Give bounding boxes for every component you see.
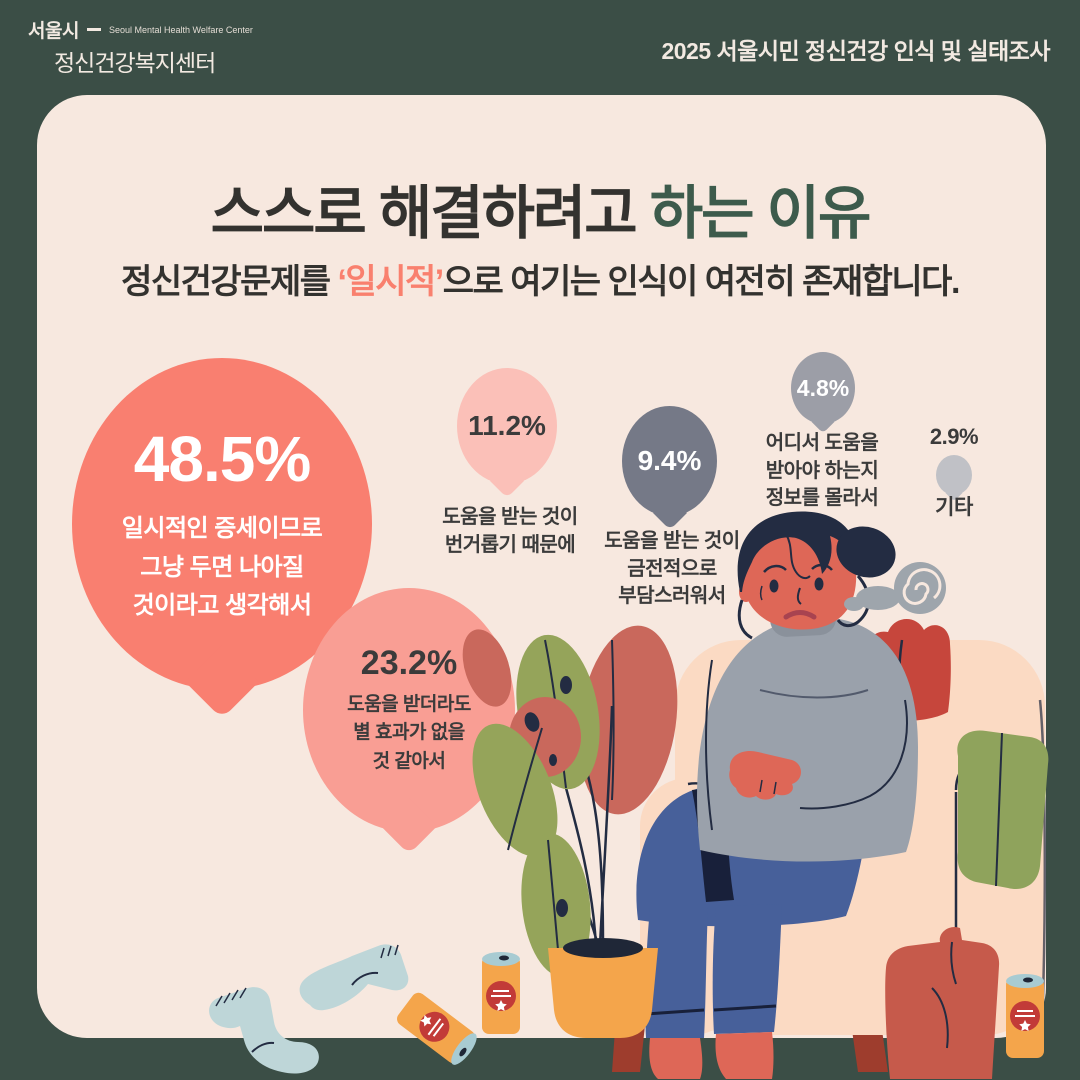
subtitle-post: 으로 여기는 인식이 여전히 존재합니다. (442, 263, 961, 301)
bubble-value: 48.5% (133, 422, 311, 495)
subtitle-pre: 정신건강문제를 (121, 263, 338, 301)
subtitle-highlight: ‘일시적’ (337, 263, 444, 301)
logo-org-text: 정신건강복지센터 (54, 50, 216, 76)
bubble-value: 9.4% (637, 445, 702, 476)
bubble-value: 11.2% (468, 410, 546, 441)
logo-english-text: Seoul Mental Health Welfare Center (108, 24, 253, 35)
title-green: 하는 이유 (635, 181, 872, 246)
label-line: 금전적으로 (627, 557, 717, 580)
label-line: 어디서 도움을 (765, 432, 879, 454)
bubble-9-4-label: 도움을 받는 것이 금전적으로 부담스러워서 (587, 528, 757, 611)
bubble-4-8-label: 어디서 도움을 받아야 하는지 정보를 몰라서 (737, 430, 907, 513)
bubble-value: 23.2% (360, 643, 458, 682)
page-subtitle: 정신건강문제를 ‘일시적’으로 여기는 인식이 여전히 존재합니다. (0, 254, 1080, 303)
survey-title: 2025 서울시민 정신건강 인식 및 실태조사 (661, 38, 1050, 64)
label-line: 부담스러워서 (618, 585, 726, 608)
label-line: 도움을 받는 것이 (604, 530, 740, 552)
bubble-value: 4.8% (796, 374, 850, 401)
bubble-11-2-percent: 11.2% (457, 368, 557, 498)
bubble-label-line: 일시적인 증세이므로 (121, 514, 323, 542)
bubble-23-2-percent: 23.2% 도움을 받더라도 별 효과가 없을 것 같아서 (303, 588, 515, 855)
bubble-4-8-percent: 4.8% (791, 352, 855, 434)
logo-city-text: 서울시 (28, 21, 79, 42)
label-line: 도움을 받는 것이 (442, 506, 578, 528)
bubble-48-5-percent: 48.5% 일시적인 증세이므로 그냥 두면 나아질 것이라고 생각해서 (72, 358, 372, 719)
bubble-9-4-percent: 9.4% (622, 406, 717, 530)
title-black: 스스로 해결하려고 (210, 181, 638, 246)
bubble-label-line: 것 같아서 (372, 750, 446, 772)
bubble-2-9-value: 2.9% (929, 424, 979, 449)
label-line: 받아야 하는지 (765, 459, 879, 482)
bubble-label-line: 도움을 받더라도 (347, 693, 471, 715)
bubble-label-line: 별 효과가 없을 (353, 722, 465, 744)
label-line: 번거롭기 때문에 (444, 533, 576, 556)
bubble-2-9-label: 기타 (935, 496, 973, 519)
right-foot (715, 1032, 774, 1079)
bubble-11-2-label: 도움을 받는 것이 번거롭기 때문에 (425, 504, 595, 559)
page-title: 스스로 해결하려고 하는 이유 (0, 166, 1080, 250)
org-logo: 서울시 Seoul Mental Health Welfare Center 정… (28, 16, 253, 78)
label-line: 정보를 몰라서 (765, 487, 879, 510)
logo-dash (86, 28, 101, 31)
bubble-2-9-percent (936, 455, 972, 502)
left-foot (649, 1038, 703, 1079)
bubble-label-line: 것이라고 생각해서 (132, 592, 312, 620)
bubble-label-line: 그냥 두면 나아질 (140, 553, 304, 581)
